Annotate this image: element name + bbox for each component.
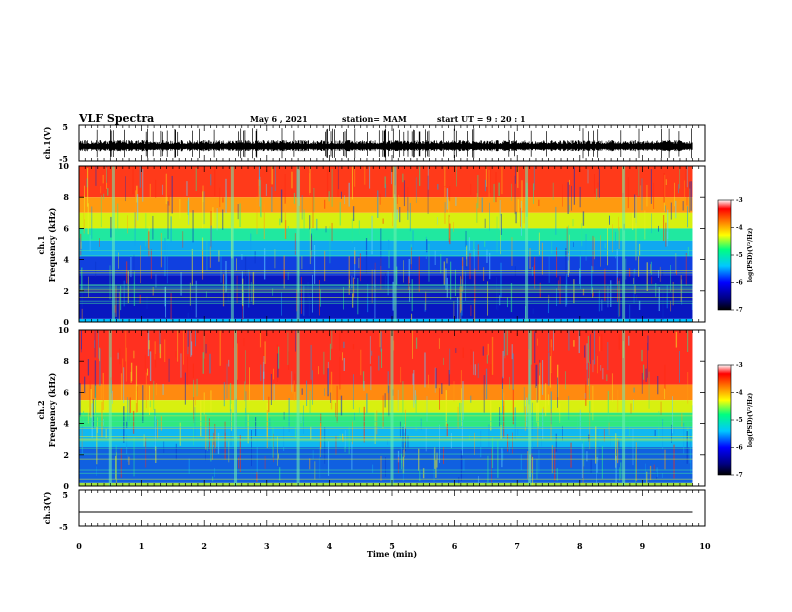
- spectrogram-band: [79, 256, 705, 276]
- ch2-freq-ytick-label: 2: [63, 450, 69, 460]
- spectrogram-event: [111, 166, 115, 322]
- station-label: station= MAM: [342, 114, 407, 124]
- spectrogram-event: [234, 330, 237, 486]
- ch2-colorbar-tick: -6: [736, 445, 743, 452]
- ch1-colorbar-scale: [717, 199, 732, 311]
- spectrogram-event: [296, 330, 300, 486]
- date-label: May 6 , 2021: [250, 114, 308, 124]
- ch3-ytick-bottom: -5: [59, 522, 68, 532]
- ch3-ytick-top: 5: [62, 490, 68, 500]
- start-time-label: start UT = 9 : 20 : 1: [437, 114, 526, 124]
- time-tick-label: 1: [139, 541, 145, 551]
- ch3-waveform-ylabel: ch.3(V): [42, 491, 52, 524]
- ch1-waveform-trace: [79, 128, 693, 159]
- time-tick-label: 10: [699, 541, 711, 551]
- ch1-freq-ytick-label: 6: [63, 223, 69, 233]
- ch2-spectrogram-ylabel-channel: ch.2: [36, 400, 46, 419]
- ch2-spectrogram-ylabel-frequency: Frequency (kHz): [47, 372, 57, 447]
- ch1-colorbar-tick: -7: [736, 307, 743, 314]
- ch2-colorbar-tick: -3: [736, 362, 743, 369]
- time-axis-label: Time (min): [367, 549, 417, 559]
- ch1-spectrogram-image: [79, 166, 705, 322]
- ch1-colorbar-label: log(PSD)(V²/Hz): [747, 228, 754, 283]
- ch2-colorbar-tick: -5: [736, 417, 743, 424]
- ch2-colorbar-tick: -4: [736, 390, 743, 397]
- ch1-freq-ytick-label: 4: [63, 255, 69, 265]
- time-tick-label: 3: [264, 541, 270, 551]
- ch2-freq-ytick-label: 10: [58, 325, 70, 335]
- figure-title: VLF Spectra: [78, 112, 154, 125]
- time-tick-label: 7: [514, 541, 520, 551]
- ch1-ytick-bottom: -5: [59, 154, 68, 164]
- spectrogram-event: [622, 330, 626, 486]
- time-tick-label: 6: [452, 541, 458, 551]
- ch1-freq-ytick-label: 10: [58, 161, 70, 171]
- ch1-freq-ytick-label: 0: [63, 317, 69, 327]
- ch2-freq-ytick-label: 0: [63, 481, 69, 491]
- ch1-spectrogram-panel: 0 2 4 6 8 10 ch.1 Frequency (kHz): [36, 161, 706, 327]
- ch1-ytick-top: 5: [62, 122, 68, 132]
- ch2-colorbar: -3 -4 -5 -6 -7 log(PSD)(V²/Hz): [717, 362, 754, 479]
- spectrogram-event: [393, 166, 397, 322]
- ch1-freq-ticks: 0 2 4 6 8 10: [58, 161, 705, 327]
- ch2-colorbar-tick: -7: [736, 472, 743, 479]
- ch1-colorbar: -3 -4 -5 -6 -7 log(PSD)(V²/Hz): [717, 197, 754, 314]
- ch1-colorbar-ticks: -3 -4 -5 -6 -7: [731, 197, 743, 314]
- time-tick-labels: 0 1 2 3 4 5 6 7 8 9 10: [76, 541, 711, 551]
- time-tick-label: 8: [577, 541, 583, 551]
- ch1-colorbar-tick: -5: [736, 252, 743, 259]
- ch2-freq-ytick-label: 6: [63, 387, 69, 397]
- spectrogram-band: [79, 197, 705, 213]
- ch1-freq-ytick-label: 2: [63, 286, 69, 296]
- spectrogram-event: [528, 330, 532, 486]
- spectrogram-event: [296, 166, 300, 322]
- time-tick-label: 4: [327, 541, 333, 551]
- time-tick-label: 9: [640, 541, 646, 551]
- time-tick-label: 2: [201, 541, 207, 551]
- time-tick-label: 5: [389, 541, 395, 551]
- ch2-freq-ticks: 0 2 4 6 8 10: [58, 325, 705, 491]
- ch2-colorbar-label: log(PSD)(V²/Hz): [747, 393, 754, 448]
- ch1-colorbar-tick: -4: [736, 225, 743, 232]
- spectrogram-event: [230, 166, 234, 322]
- spectrogram-event: [108, 330, 112, 486]
- ch2-freq-ytick-label: 8: [63, 356, 69, 366]
- spectrogram-band: [79, 228, 705, 241]
- spectrogram-band: [79, 240, 705, 257]
- ch1-spectrogram-ylabel-frequency: Frequency (kHz): [47, 207, 57, 282]
- ch1-spectrogram-ylabel-channel: ch.1: [36, 235, 46, 254]
- spectrogram-event: [622, 166, 626, 322]
- spectrogram-event: [390, 330, 394, 486]
- ch2-freq-ytick-label: 4: [63, 419, 69, 429]
- time-tick-label: 0: [76, 541, 82, 551]
- time-ticks: [78, 125, 706, 526]
- ch2-spectrogram-panel: 0 2 4 6 8 10 ch.2 Frequency (kHz): [36, 325, 706, 491]
- ch2-colorbar-ticks: -3 -4 -5 -6 -7: [731, 362, 743, 479]
- ch2-spectrogram-image: [79, 330, 705, 486]
- ch1-colorbar-tick: -3: [736, 197, 743, 204]
- spectrogram-event: [525, 166, 529, 322]
- ch1-waveform-ylabel: ch.1(V): [42, 126, 52, 159]
- ch1-colorbar-tick: -6: [736, 280, 743, 287]
- ch1-freq-ytick-label: 8: [63, 192, 69, 202]
- ch2-colorbar-scale: [717, 364, 732, 476]
